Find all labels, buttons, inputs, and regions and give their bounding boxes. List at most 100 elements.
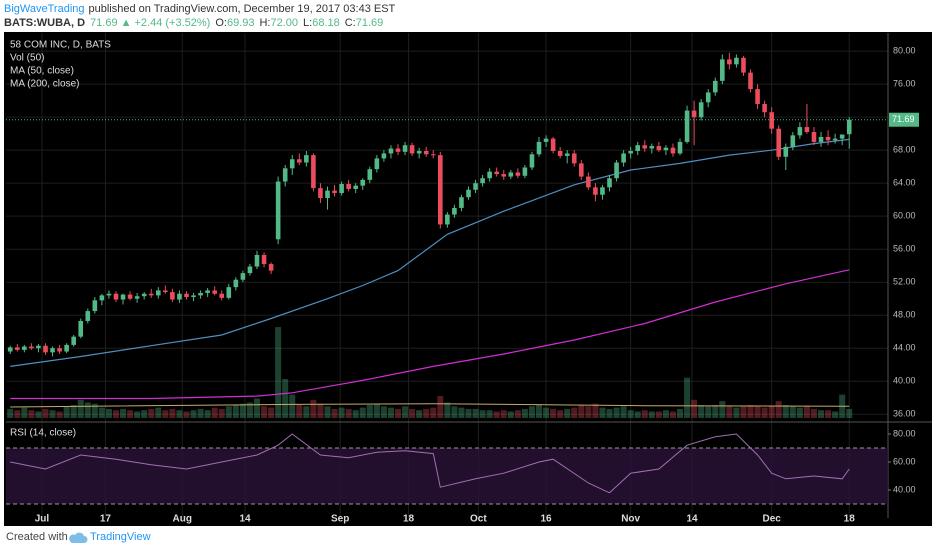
last-price-label: 71.69 [892, 114, 915, 124]
candle-body [381, 153, 387, 159]
footer-brand[interactable]: TradingView [90, 531, 151, 543]
candle-body [825, 136, 831, 141]
candle-body [543, 138, 549, 142]
legend-ma: MA (200, close) [10, 79, 79, 90]
volume-bar [84, 402, 91, 418]
x-tick-label: Oct [470, 514, 487, 525]
candle-body [536, 141, 542, 155]
volume-bar [620, 406, 627, 418]
candle-body [339, 184, 344, 194]
volume-bar [423, 408, 430, 418]
candle-body [797, 127, 803, 136]
volume-bar [564, 408, 571, 418]
volume-bar [669, 411, 676, 418]
volume-bar [846, 408, 853, 418]
candle-body [564, 153, 570, 156]
candle-body [43, 345, 48, 353]
volume-bar [134, 411, 141, 418]
volume-bar [352, 410, 359, 418]
volume-bar [810, 408, 817, 418]
volume-bar [458, 407, 465, 418]
volume-bar [387, 407, 394, 418]
volume-bar [627, 410, 634, 418]
candle-body [762, 103, 767, 113]
volume-bar [409, 408, 416, 418]
candle-body [22, 346, 27, 350]
candle-body [311, 155, 316, 189]
x-tick-label: Aug [173, 514, 192, 525]
ohlc-value: 71.69 [356, 17, 384, 29]
candle-body [515, 172, 521, 176]
volume-bar [571, 407, 578, 418]
ohlc-key: O: [215, 17, 227, 29]
candle-body [501, 174, 507, 177]
candle-body [198, 292, 203, 296]
candle-body [57, 348, 62, 352]
last: 71.69 [90, 17, 118, 29]
y-tick-label: 68.00 [893, 145, 916, 155]
y-tick-label: 36.00 [893, 409, 916, 419]
candle-body [480, 178, 485, 184]
volume-bar [246, 402, 253, 418]
ma-line [10, 138, 850, 367]
volume-bar [261, 406, 268, 418]
volume-bar [472, 408, 479, 418]
ohlc-value: 72.00 [270, 17, 298, 29]
ohlc-value: 68.18 [312, 17, 340, 29]
volume-bar [310, 399, 317, 418]
volume-bar [56, 411, 63, 418]
volume-bar [578, 405, 585, 418]
ohlc-value: 69.93 [227, 17, 255, 29]
candle-body [832, 138, 838, 141]
volume-bar [557, 410, 564, 418]
candle-body [332, 190, 337, 194]
candle-body [776, 128, 782, 157]
volume-bar [648, 411, 655, 418]
candle-body [593, 187, 598, 195]
candle-body [7, 347, 13, 352]
volume-bar [493, 411, 500, 418]
volume-bar [528, 406, 535, 418]
y-tick-label: 40.00 [893, 376, 916, 386]
volume-bar [239, 403, 246, 418]
candle-body [628, 150, 633, 154]
author[interactable]: BigWaveTrading [4, 3, 85, 15]
volume-bar [514, 410, 521, 418]
legend-volume: Vol (50) [10, 53, 44, 64]
candle-body [325, 190, 330, 199]
candle-body [494, 171, 500, 175]
volume-bar [176, 410, 183, 418]
candle-body [29, 346, 34, 349]
candle-body [346, 184, 351, 189]
volume-bar [155, 407, 162, 418]
rsi-tick-label: 60.00 [893, 456, 916, 466]
candle-body [353, 185, 358, 189]
arrow: ▲ [121, 17, 132, 29]
volume-bar [634, 411, 641, 418]
candle-body [741, 57, 746, 73]
candle-body [607, 178, 612, 188]
volume-bar [507, 411, 514, 418]
volume-bar [296, 405, 303, 418]
candle-body [254, 254, 260, 267]
ohlc-key: C: [345, 17, 356, 29]
volume-bar [796, 407, 803, 418]
volume-bar [232, 405, 239, 418]
candle-body [818, 136, 824, 142]
published: published on TradingView.com, December 1… [89, 3, 396, 15]
candle-body [705, 92, 711, 103]
candle-body [127, 294, 133, 299]
candle-body [600, 187, 605, 195]
candle-body [846, 119, 852, 135]
panel [4, 32, 932, 526]
volume-bar [747, 405, 754, 418]
candle-body [698, 102, 704, 118]
y-tick-label: 60.00 [893, 211, 916, 221]
volume-bar [825, 410, 832, 418]
candle-body [205, 290, 210, 293]
rsi-tick-label: 80.00 [893, 428, 916, 438]
candle-body [268, 264, 274, 271]
legend-ma: MA (50, close) [10, 66, 74, 77]
volume-bar [536, 405, 543, 418]
